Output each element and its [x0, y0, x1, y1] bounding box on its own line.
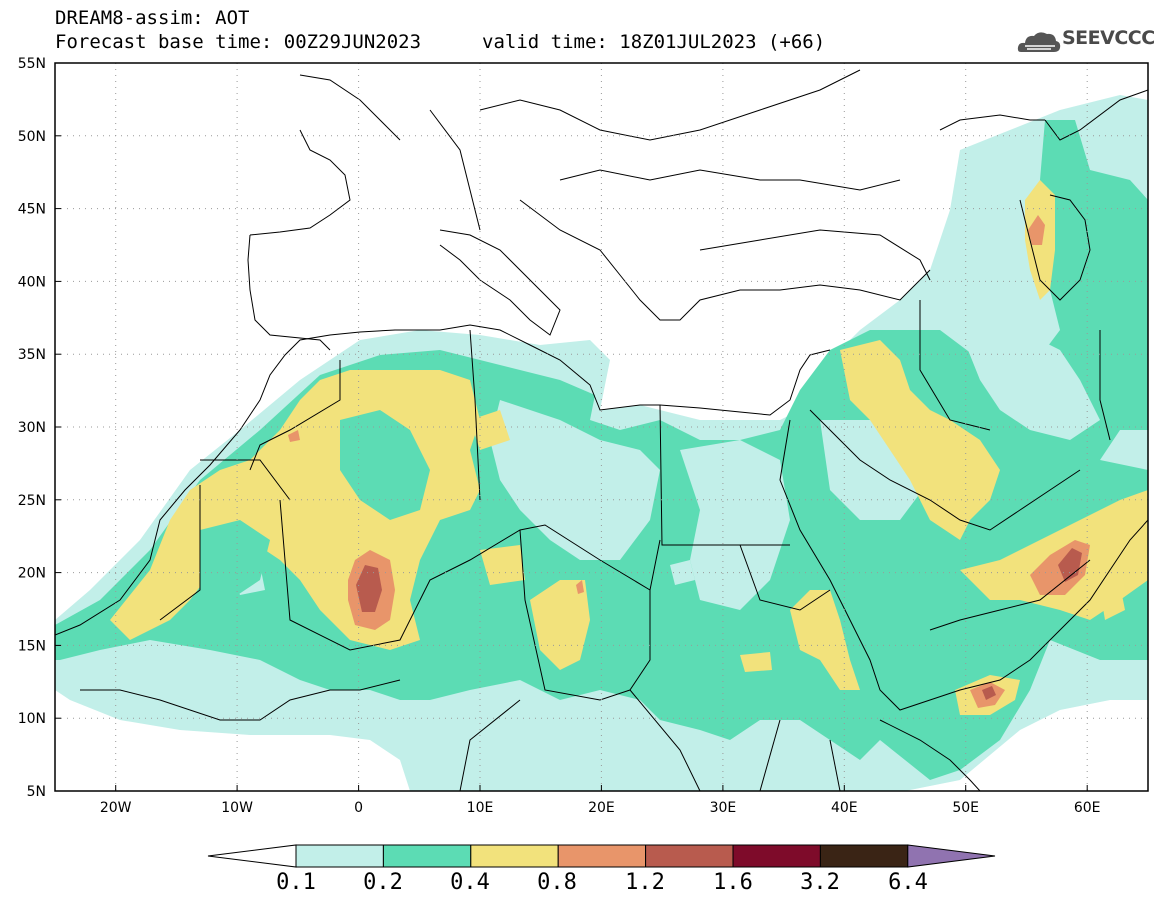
- x-tick-label: 60E: [1074, 800, 1101, 816]
- x-tick-label: 10W: [221, 800, 253, 816]
- y-tick-label: 25N: [18, 493, 46, 509]
- tick-marks: [55, 135, 1088, 791]
- y-tick-label: 30N: [18, 420, 46, 436]
- x-tick-label: 50E: [952, 800, 979, 816]
- x-tick-label: 10E: [467, 800, 494, 816]
- colorbar-swatch: [470, 844, 559, 868]
- colorbar-label: 0.2: [363, 870, 403, 895]
- colorbar-labels: 0.1 0.2 0.4 0.8 1.2 1.6 3.2 6.4: [276, 870, 928, 895]
- x-tick-label: 40E: [831, 800, 858, 816]
- x-tick-label: 20E: [588, 800, 615, 816]
- seevccc-logo: [1017, 32, 1061, 52]
- colorbar: [207, 844, 996, 868]
- forecast-base-time: Forecast base time: 00Z29JUN2023: [55, 31, 422, 53]
- x-tick-label: 0: [354, 800, 363, 816]
- map-title: DREAM8-assim: AOT: [55, 7, 250, 29]
- colorbar-label: 3.2: [800, 870, 840, 895]
- y-tick-label: 50N: [18, 129, 46, 145]
- logo-text: SEEVCCC: [1062, 27, 1155, 49]
- colorbar-swatch: [819, 844, 909, 868]
- cloud-icon: [1017, 32, 1061, 52]
- colorbar-swatch: [645, 844, 734, 868]
- colorbar-label: 1.2: [625, 870, 665, 895]
- colorbar-swatch: [295, 844, 384, 868]
- colorbar-swatch: [557, 844, 647, 868]
- gridlines: [55, 63, 1148, 791]
- colorbar-label: 1.6: [713, 870, 753, 895]
- y-tick-label: 55N: [18, 56, 46, 72]
- colorbar-swatch: [732, 844, 821, 868]
- colorbar-label: 0.8: [537, 870, 577, 895]
- y-tick-label: 15N: [18, 638, 46, 654]
- aot-contour-field: [55, 95, 1148, 791]
- valid-time: valid time: 18Z01JUL2023 (+66): [482, 31, 826, 53]
- y-tick-labels: 5N 10N 15N 20N 25N 30N 35N 40N 45N 50N 5…: [18, 56, 46, 800]
- y-tick-label: 45N: [18, 202, 46, 218]
- colorbar-low-triangle: [207, 844, 297, 868]
- colorbar-swatch: [382, 844, 472, 868]
- y-tick-label: 40N: [18, 274, 46, 290]
- y-tick-label: 10N: [18, 711, 46, 727]
- coastlines-and-borders: [55, 69, 1148, 791]
- colorbar-high-triangle: [907, 844, 996, 868]
- colorbar-label: 6.4: [888, 870, 928, 895]
- y-tick-label: 35N: [18, 347, 46, 363]
- x-tick-label: 20W: [100, 800, 132, 816]
- colorbar-label: 0.1: [276, 870, 316, 895]
- x-tick-label: 30E: [710, 800, 737, 816]
- x-tick-labels: 20W 10W 0 10E 20E 30E 40E 50E 60E: [100, 800, 1101, 816]
- y-tick-label: 5N: [27, 784, 46, 800]
- colorbar-label: 0.4: [450, 870, 490, 895]
- y-tick-label: 20N: [18, 566, 46, 582]
